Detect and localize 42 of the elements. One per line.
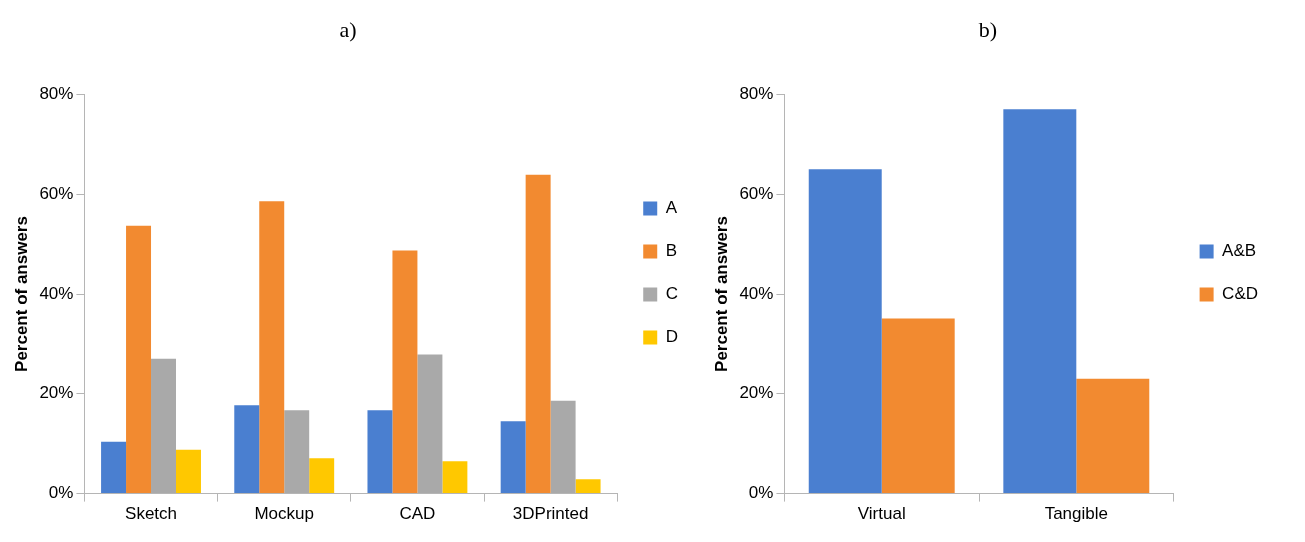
y-tick-label: 60% — [739, 183, 774, 203]
y-tick-label: 80% — [39, 84, 74, 104]
bar — [176, 449, 201, 494]
legend-label: A&B — [1222, 241, 1257, 261]
bar — [1076, 378, 1150, 494]
x-tick-label: Virtual — [857, 504, 906, 524]
legend-label: D — [665, 327, 678, 347]
legend-label: A — [665, 198, 678, 218]
x-tick-label: 3DPrinted — [512, 504, 589, 524]
x-tick-label: Mockup — [254, 504, 314, 524]
y-tick-label: 20% — [39, 383, 74, 403]
x-tick-label: CAD — [399, 504, 436, 524]
bar — [881, 318, 955, 494]
y-tick-label: 60% — [39, 183, 74, 203]
y-tick-label: 80% — [739, 84, 774, 104]
legend-label: B — [665, 241, 678, 261]
chart-title: b) — [978, 16, 998, 42]
bar — [575, 479, 601, 494]
bar — [259, 201, 285, 494]
y-axis-title: Percent of answers — [11, 216, 31, 372]
bar — [126, 225, 152, 494]
legend-label: C&D — [1222, 284, 1259, 304]
bar — [1003, 109, 1077, 494]
bar — [392, 250, 418, 494]
bar — [367, 410, 393, 494]
bar — [525, 174, 551, 494]
bar — [309, 458, 335, 494]
legend-label: C — [665, 284, 678, 304]
y-tick-label: 0% — [48, 483, 74, 503]
y-tick-label: 20% — [739, 383, 774, 403]
bar — [808, 169, 882, 494]
x-tick-label: Sketch — [125, 504, 178, 524]
y-tick-label: 40% — [39, 283, 74, 303]
bar — [442, 461, 468, 494]
y-axis-title: Percent of answers — [711, 216, 731, 372]
x-tick-label: Tangible — [1044, 504, 1108, 524]
bar — [234, 405, 260, 494]
bar — [500, 421, 526, 494]
y-tick-label: 0% — [748, 483, 774, 503]
chart-title: a) — [339, 16, 357, 42]
bar — [101, 441, 127, 494]
y-tick-label: 40% — [739, 283, 774, 303]
